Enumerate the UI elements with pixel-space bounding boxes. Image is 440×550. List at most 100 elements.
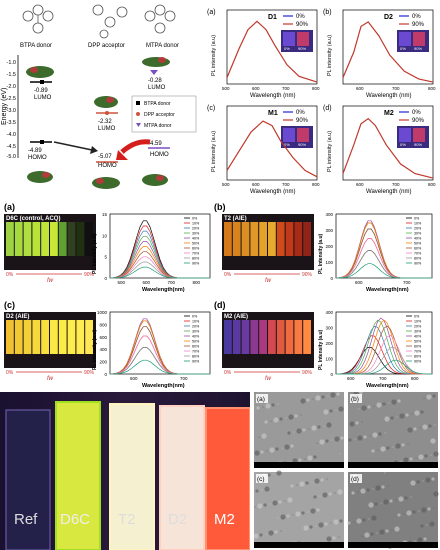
vial xyxy=(58,222,67,256)
fw-label: fw xyxy=(47,376,54,382)
legend-label: 50% xyxy=(414,242,422,246)
middle-panel-2: (b) T2 (AIE) 0% 90% fw 0 100 200 300 400 600 700 Wav… xyxy=(214,202,433,293)
energy-legend-dpp: DPP acceptor xyxy=(144,112,175,118)
sem-grain xyxy=(423,537,427,541)
legend-label: 0% xyxy=(414,315,420,319)
vial xyxy=(268,222,276,256)
panel-tag: (b) xyxy=(214,202,226,212)
sem-grain xyxy=(376,402,382,408)
sem-grain xyxy=(323,425,325,427)
sem-grain xyxy=(287,497,293,503)
vial xyxy=(58,320,67,354)
x-tick-label: 700 xyxy=(403,280,411,285)
sem-grain xyxy=(334,492,336,494)
sem-grain xyxy=(395,443,401,449)
x-tick-label: 500 xyxy=(118,280,126,285)
vial xyxy=(241,222,250,256)
fw-start: 0% xyxy=(224,370,232,376)
legend-label: 80% xyxy=(192,355,200,359)
sem-grain xyxy=(280,514,286,520)
sem-grain xyxy=(418,454,424,460)
sem-grain xyxy=(268,530,274,536)
sem-tag: (b) xyxy=(351,396,359,403)
spectrum-title: M1 xyxy=(268,110,278,117)
sem-grain xyxy=(265,403,271,409)
sem-grain xyxy=(417,537,423,543)
level-dpp-homo: -5.07 xyxy=(98,154,112,160)
x-tick-label: 700 xyxy=(168,280,176,285)
spectrum-line-90 xyxy=(226,120,318,178)
legend-label: 20% xyxy=(414,227,422,231)
sem-info-bar xyxy=(254,462,344,468)
energy-legend-mtpa: MTPA donor xyxy=(144,123,172,129)
sem-grain xyxy=(284,500,286,502)
sem-grain xyxy=(338,536,340,538)
x-axis-label: Wavelength(nm) xyxy=(366,383,409,389)
y-tick-label: 0 xyxy=(104,276,107,281)
x-tick-label: 600 xyxy=(252,86,260,91)
panel-tag: (c) xyxy=(207,105,215,112)
sem-grain xyxy=(305,481,309,485)
x-tick-label: 700 xyxy=(392,182,400,187)
sem-grain xyxy=(319,439,325,445)
sem-grain xyxy=(313,455,317,459)
vial xyxy=(303,320,311,354)
sem-grain xyxy=(375,485,381,491)
plot-frame xyxy=(109,311,211,375)
spectrum-panel-3: (c) M1 0% 90% 0% 90% Wavelength (nm) PL intensi… xyxy=(207,105,320,195)
vial xyxy=(303,222,311,256)
vial xyxy=(250,320,259,354)
sem-grain xyxy=(269,503,271,505)
vial xyxy=(50,320,58,354)
svg-text:-4.5: -4.5 xyxy=(7,144,16,150)
y-tick-label: 400 xyxy=(325,310,333,315)
inset-label: 90% xyxy=(414,142,422,147)
sem-grain xyxy=(410,496,412,498)
panel-tag: (d) xyxy=(214,300,226,310)
sem-grain xyxy=(323,409,329,415)
plot-frame xyxy=(226,105,318,181)
vial xyxy=(41,222,49,256)
y-tick-label: 15 xyxy=(102,212,108,217)
svg-text:-1.5: -1.5 xyxy=(7,72,16,78)
sem-grain xyxy=(372,432,378,438)
fw-end: 90% xyxy=(84,272,95,278)
sem-grain xyxy=(387,485,389,487)
sem-grain xyxy=(411,413,413,415)
middle-panel-1: (a) D6C (control, ACQ) 0% 90% fw 0 5 10 15 500 600… xyxy=(4,202,211,293)
legend-label: 30% xyxy=(414,232,422,236)
sem-grain xyxy=(299,481,305,487)
sem-grain xyxy=(254,533,259,539)
series-curve-90% xyxy=(335,263,432,279)
sem-grain xyxy=(431,477,435,481)
sem-info-bar xyxy=(254,542,344,548)
sem-grain xyxy=(263,503,267,507)
legend-label: 90% xyxy=(192,360,200,364)
vial xyxy=(67,320,76,354)
sem-grain xyxy=(293,431,295,433)
sem-grain xyxy=(399,413,405,419)
inset-vial xyxy=(413,32,425,46)
legend-label: 90% xyxy=(412,118,425,124)
sem-grain xyxy=(428,424,432,428)
sem-grain xyxy=(414,540,416,542)
sem-tag-bg xyxy=(256,474,268,483)
sem-grain xyxy=(353,521,355,523)
legend-label: 60% xyxy=(414,345,422,349)
sem-image-1: (a) xyxy=(254,392,344,468)
vial xyxy=(232,222,241,256)
sem-grain xyxy=(310,508,316,514)
sem-grain xyxy=(351,491,355,495)
orbital-blobs xyxy=(26,57,170,189)
sem-grain xyxy=(385,529,389,533)
legend-label: 60% xyxy=(414,247,422,251)
sem-grain xyxy=(361,405,367,411)
sem-grain xyxy=(315,525,317,527)
y-axis-label: PL intensity (a.u) xyxy=(327,35,333,76)
energy-legend-btpa: BTPA donor xyxy=(144,101,171,107)
sem-grain xyxy=(328,492,332,496)
legend-label: 90% xyxy=(414,262,422,266)
series-curve-90% xyxy=(109,359,210,375)
legend-label: 50% xyxy=(192,242,200,246)
sem-grain xyxy=(403,457,409,463)
